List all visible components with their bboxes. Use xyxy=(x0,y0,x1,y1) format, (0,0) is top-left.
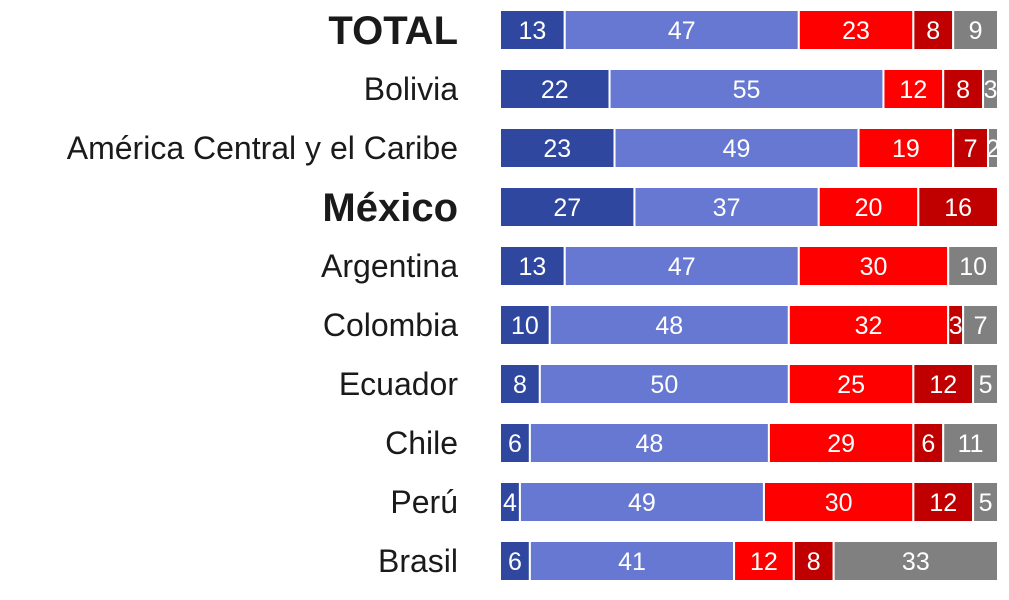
category-label: México xyxy=(322,186,458,230)
bar-segment xyxy=(832,540,999,582)
bar-segment xyxy=(499,127,616,169)
bar-segment xyxy=(538,363,790,405)
value-label: 41 xyxy=(618,548,646,576)
value-label: 8 xyxy=(513,371,527,399)
bar-segment xyxy=(548,304,790,346)
value-label: 6 xyxy=(508,548,522,576)
value-label: 5 xyxy=(979,489,993,517)
value-label: 23 xyxy=(842,17,870,45)
bar-segment xyxy=(613,127,860,169)
bar-segment xyxy=(882,68,945,110)
bar-segment xyxy=(947,245,1000,287)
value-label: 7 xyxy=(974,312,988,340)
bar-segment xyxy=(499,186,636,228)
value-label: 8 xyxy=(956,76,970,104)
value-label: 4 xyxy=(503,489,517,517)
value-label: 55 xyxy=(733,76,761,104)
value-label: 48 xyxy=(655,312,683,340)
bar-segment xyxy=(982,68,999,110)
value-label: 3 xyxy=(984,76,998,104)
value-label: 29 xyxy=(827,430,855,458)
bar-segment xyxy=(817,186,920,228)
value-label: 2 xyxy=(986,135,1000,163)
value-label: 10 xyxy=(959,253,987,281)
value-label: 12 xyxy=(750,548,778,576)
value-label: 3 xyxy=(949,312,963,340)
value-label: 12 xyxy=(929,371,957,399)
bar-segment xyxy=(857,127,955,169)
value-label: 16 xyxy=(944,194,972,222)
category-label: Ecuador xyxy=(339,366,459,402)
value-label: 49 xyxy=(628,489,656,517)
bar-segment xyxy=(942,68,985,110)
bar-segment xyxy=(528,422,770,464)
value-label: 5 xyxy=(979,371,993,399)
bar-segment xyxy=(792,540,835,582)
value-label: 50 xyxy=(650,371,678,399)
category-label: TOTAL xyxy=(328,9,458,53)
bar-segment xyxy=(952,127,990,169)
category-label: Argentina xyxy=(321,248,458,284)
bar-segment xyxy=(917,186,1000,228)
category-labels: TOTAL Bolivia América Central y el Caribe M… xyxy=(67,9,459,579)
bar-segment xyxy=(608,68,885,110)
category-label: Chile xyxy=(385,425,458,461)
bar-segment xyxy=(987,127,999,169)
value-label: 8 xyxy=(807,548,821,576)
value-label: 6 xyxy=(921,430,935,458)
category-label: Perú xyxy=(390,484,458,520)
bar-segment xyxy=(912,422,945,464)
bar-segments xyxy=(499,9,1000,582)
category-label: América Central y el Caribe xyxy=(67,130,458,166)
bar-segment xyxy=(962,304,1000,346)
bar-segment xyxy=(797,9,915,51)
value-label: 20 xyxy=(855,194,883,222)
bar-segment xyxy=(942,422,999,464)
value-label: 23 xyxy=(543,135,571,163)
value-label: 33 xyxy=(902,548,930,576)
value-label: 30 xyxy=(860,253,888,281)
value-label: 12 xyxy=(929,489,957,517)
value-label: 19 xyxy=(892,135,920,163)
bar-segment xyxy=(972,481,999,523)
bar-segment xyxy=(972,363,999,405)
value-label: 9 xyxy=(969,17,983,45)
bar-segment xyxy=(762,481,915,523)
value-label: 13 xyxy=(518,253,546,281)
category-label: Colombia xyxy=(323,307,458,343)
bar-segment xyxy=(563,9,800,51)
value-label: 13 xyxy=(518,17,546,45)
value-label: 49 xyxy=(723,135,751,163)
bar-segment xyxy=(912,481,975,523)
value-label: 8 xyxy=(926,17,940,45)
value-label: 30 xyxy=(825,489,853,517)
bar-segment xyxy=(518,481,765,523)
value-label: 22 xyxy=(541,76,569,104)
value-label: 47 xyxy=(668,253,696,281)
value-label: 27 xyxy=(553,194,581,222)
value-label: 25 xyxy=(837,371,865,399)
value-label: 32 xyxy=(855,312,883,340)
value-label: 6 xyxy=(508,430,522,458)
value-label: 48 xyxy=(635,430,663,458)
bar-segment xyxy=(787,304,950,346)
bar-segment xyxy=(563,245,800,287)
bar-segment xyxy=(952,9,999,51)
value-label: 11 xyxy=(958,430,984,458)
category-label: Brasil xyxy=(378,543,458,579)
value-label: 10 xyxy=(511,312,539,340)
value-label: 47 xyxy=(668,17,696,45)
value-label: 12 xyxy=(899,76,927,104)
value-label: 37 xyxy=(713,194,741,222)
bar-segment xyxy=(767,422,915,464)
category-label: Bolivia xyxy=(364,71,458,107)
bar-segment xyxy=(499,245,566,287)
bar-segment xyxy=(499,9,566,51)
bar-segment xyxy=(787,363,915,405)
bar-segment xyxy=(733,540,795,582)
value-label: 7 xyxy=(964,135,978,163)
bar-segment xyxy=(499,68,611,110)
